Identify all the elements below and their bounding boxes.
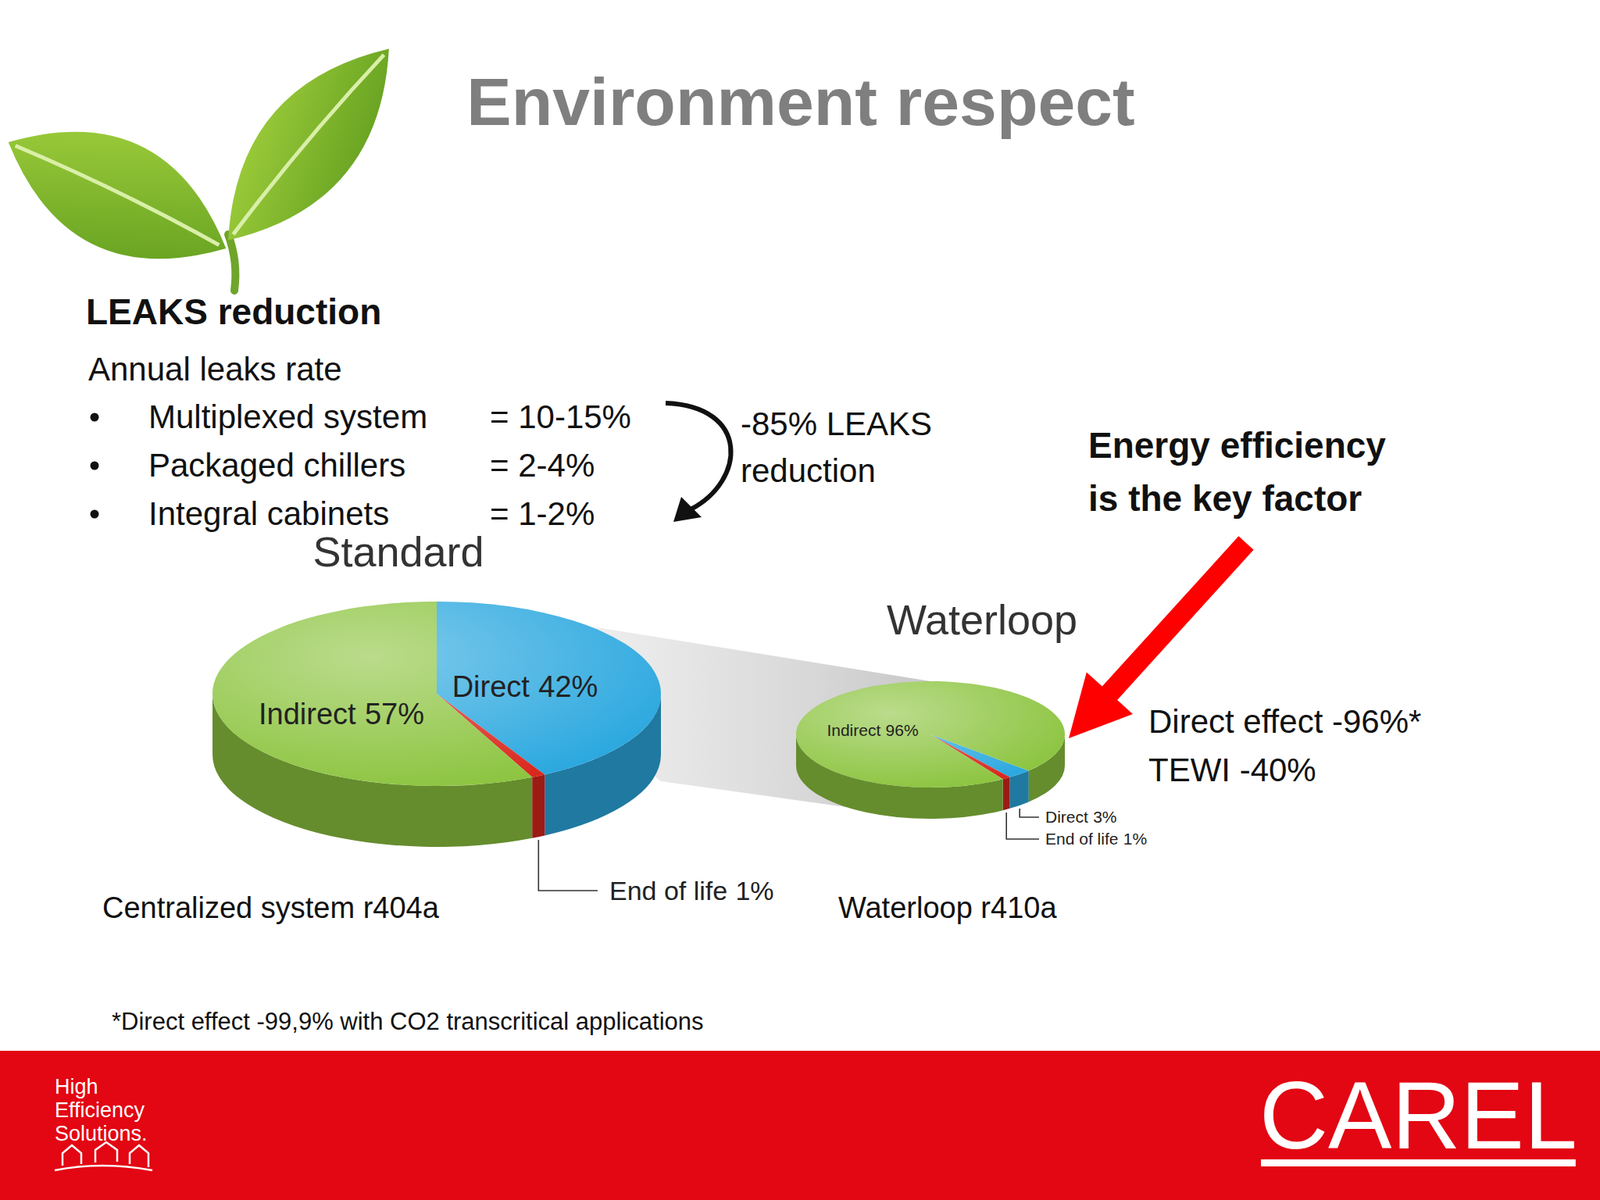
data-label-value: 96%: [885, 721, 919, 740]
title: Environment respect: [466, 64, 1135, 140]
leaf-blade: [192, 18, 425, 271]
callout-line: TEWI -40%: [1148, 751, 1317, 789]
reduction-arrowhead: [673, 496, 702, 522]
bullet: [90, 413, 100, 422]
reduction-text: reduction: [740, 452, 876, 490]
pie-title: Standard: [312, 528, 484, 575]
leaks-heading: LEAKS reduction: [85, 291, 382, 333]
reduction-arrow: [665, 403, 732, 510]
callout-arrow: [1068, 535, 1254, 739]
footer-tagline: Solutions.: [54, 1121, 148, 1146]
data-label-value: 1%: [735, 875, 774, 906]
pie-slice-side: [532, 774, 545, 838]
leaks-item-value: = 2-4%: [489, 446, 595, 484]
pie-subtitle: Waterloop r410a: [838, 891, 1058, 925]
footer-icons: [54, 1142, 153, 1171]
leaks-item-value: = 10-15%: [489, 398, 632, 436]
leaf-rib: [231, 53, 385, 235]
bullet: [90, 510, 100, 519]
pie-top: [796, 681, 1065, 788]
data-label-name: End of life: [609, 875, 728, 906]
leaks-item-label: Packaged chillers: [148, 446, 406, 484]
data-label-name: Direct: [1045, 807, 1089, 826]
leader-line: [538, 839, 598, 891]
pie-subtitle: Centralized system r404a: [102, 891, 440, 925]
leaf-stem: [228, 234, 236, 291]
callout-heading: Energy efficiency: [1088, 425, 1386, 466]
pie-gloss: [796, 681, 1065, 788]
data-label: End of life1%: [609, 875, 775, 906]
footer-tagline: High: [54, 1075, 99, 1099]
leaks-item-value: = 1-2%: [489, 495, 595, 533]
data-label: End of life 1%: [1045, 829, 1147, 848]
data-label: Direct3%: [1045, 807, 1118, 826]
pie-slice: [212, 601, 533, 786]
logo: CAREL: [1259, 1062, 1578, 1169]
leaks-subheading: Annual leaks rate: [88, 350, 343, 388]
pie-title: Waterloop: [886, 596, 1078, 643]
slide: Environment respect LEAKS reduction Annual…: [0, 0, 1600, 1200]
pie-gloss: [212, 601, 661, 786]
callout-heading: is the key factor: [1088, 478, 1362, 519]
data-label-value: 3%: [1092, 807, 1117, 826]
footer-tagline: Efficiency: [54, 1098, 146, 1122]
pie-chart: Direct3% End of life 1% Indirect96%: [796, 681, 1147, 848]
data-label-name: Direct: [452, 670, 531, 704]
leaf-blade: [0, 92, 250, 298]
pie-top: [212, 601, 661, 786]
footer-band: [0, 1050, 1600, 1200]
leaf: [0, 92, 250, 298]
pie-slice: [796, 681, 1065, 788]
bullet: [90, 461, 100, 471]
footnote: *Direct effect -99,9% with CO2 transcrit…: [111, 1007, 704, 1036]
leader-line: [1006, 812, 1040, 840]
leaf-rib: [15, 142, 221, 246]
data-label: Indirect96%: [826, 721, 918, 740]
leaf: [192, 18, 425, 271]
pie-chart: Direct42% End of life1% Indirect57%: [212, 601, 775, 906]
data-label-name: End of life: [1045, 829, 1118, 848]
pie-slice-side: [1003, 777, 1011, 811]
data-label-value: 1%: [1123, 829, 1147, 848]
data-label-name: Indirect: [258, 697, 357, 731]
data-label-name: Indirect: [826, 721, 881, 740]
leaks-item-label: Integral cabinets: [148, 495, 390, 533]
data-label-value: 57%: [364, 697, 425, 731]
leaks-item-label: Multiplexed system: [148, 398, 428, 436]
callout-line: Direct effect -96%*: [1148, 703, 1422, 740]
leader-line: [1019, 808, 1040, 818]
reduction-text: -85% LEAKS: [740, 405, 933, 443]
data-label-value: 42%: [538, 670, 598, 704]
data-label: Indirect57%: [258, 697, 425, 731]
data-label: Direct42%: [452, 670, 599, 704]
logo-underline: [1260, 1159, 1576, 1167]
